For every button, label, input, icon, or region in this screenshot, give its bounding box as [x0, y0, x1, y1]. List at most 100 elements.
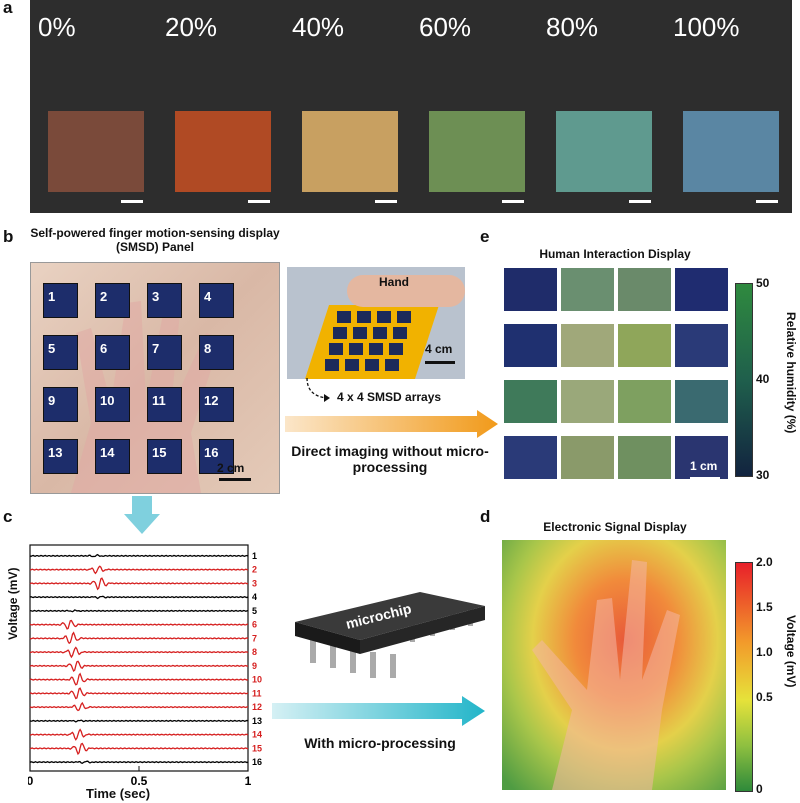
humidity-tile	[618, 436, 671, 479]
series-label-6: 6	[252, 620, 257, 630]
cell-number: 9	[48, 393, 56, 408]
humidity-tile	[561, 268, 614, 311]
series-label-16: 16	[252, 757, 262, 767]
smsd-cell: 4	[199, 283, 234, 318]
x-tick-label: 0	[28, 774, 34, 788]
sample-film	[428, 110, 526, 192]
series-line-7	[29, 631, 249, 645]
smsd-cell: 15	[147, 439, 182, 474]
hand-shape	[347, 275, 465, 307]
series-label-12: 12	[252, 702, 262, 712]
series-label-5: 5	[252, 606, 257, 616]
humidity-scale-bar	[690, 477, 720, 480]
voltage-colorbar-label: Voltage (mV)	[784, 615, 798, 688]
smsd-cell: 9	[43, 387, 78, 422]
microchip-illustration	[295, 592, 485, 678]
inset-array-cell	[325, 359, 339, 371]
series-line-12	[29, 701, 249, 712]
humidity-tick-30: 30	[756, 468, 770, 482]
smsd-cell: 5	[43, 335, 78, 370]
sample-film	[47, 110, 145, 192]
humidity-display-title: Human Interaction Display	[539, 247, 691, 261]
humidity-tile	[618, 268, 671, 311]
hand-inset-photo: Hand 4 cm	[287, 267, 465, 379]
humidity-tile	[675, 436, 728, 479]
strain-image-4: 80%	[538, 0, 665, 213]
series-line-1	[29, 553, 249, 558]
series-label-10: 10	[252, 675, 262, 685]
cell-number: 3	[152, 289, 160, 304]
strain-label: 100%	[673, 12, 740, 42]
strain-image-5: 100%	[665, 0, 792, 213]
humidity-tile	[504, 268, 557, 311]
voltage-tick-2: 2.0	[756, 555, 773, 569]
cell-number: 11	[152, 393, 166, 408]
scale-bar	[219, 478, 251, 481]
inset-array-cell	[373, 327, 387, 339]
sample-film	[301, 110, 399, 192]
scale-bar	[756, 200, 778, 203]
humidity-colorbar	[735, 283, 753, 477]
humidity-display-image: 1 cm	[504, 268, 730, 490]
signal-display-title: Electronic Signal Display	[543, 520, 687, 534]
smsd-cell: 16	[199, 439, 234, 474]
scale-bar	[502, 200, 524, 203]
scale-bar	[248, 200, 270, 203]
voltage-tick-1-5: 1.5	[756, 600, 773, 614]
panel-label-d: d	[480, 507, 491, 526]
smsd-cell: 14	[95, 439, 130, 474]
smsd-cell: 12	[199, 387, 234, 422]
cell-number: 7	[152, 341, 160, 356]
humidity-tile	[504, 436, 557, 479]
inset-array-cell	[365, 359, 379, 371]
voltage-tick-0-5: 0.5	[756, 690, 773, 704]
strain-label: 80%	[546, 12, 599, 42]
smsd-cell: 1	[43, 283, 78, 318]
humidity-tick-40: 40	[756, 372, 770, 386]
panel-label-e: e	[480, 227, 490, 246]
series-label-14: 14	[252, 730, 262, 740]
series-label-1: 1	[252, 551, 257, 561]
series-label-9: 9	[252, 661, 257, 671]
chart-ylabel: Voltage (mV)	[6, 567, 20, 640]
orange-arrow	[285, 410, 498, 438]
hand-label: Hand	[379, 275, 409, 289]
micro-processing-text: With micro-processing	[304, 735, 456, 751]
series-label-15: 15	[252, 743, 262, 753]
series-line-4	[29, 595, 249, 600]
inset-array-cell	[377, 311, 391, 323]
humidity-tile	[618, 324, 671, 367]
smsd-cell: 13	[43, 439, 78, 474]
smsd-cell: 3	[147, 283, 182, 318]
humidity-scale-label: 1 cm	[690, 459, 718, 473]
voltage-tick-0: 0	[756, 782, 763, 796]
humidity-tile	[675, 380, 728, 423]
inset-array-label: 4 x 4 SMSD arrays	[337, 390, 442, 404]
cell-number: 16	[204, 445, 219, 460]
strain-image-3: 60%	[411, 0, 538, 213]
inset-array-cell	[357, 311, 371, 323]
humidity-tile	[504, 324, 557, 367]
inset-array-cell	[333, 327, 347, 339]
cell-number: 1	[48, 289, 56, 304]
series-label-3: 3	[252, 578, 257, 588]
series-label-13: 13	[252, 716, 262, 726]
smsd-cell: 6	[95, 335, 130, 370]
smsd-cell: 8	[199, 335, 234, 370]
inset-array-cell	[393, 327, 407, 339]
cell-number: 15	[152, 445, 167, 460]
strain-image-strip: 0% 20% 40% 60% 80% 100%	[30, 0, 793, 213]
inset-scale-bar	[425, 361, 455, 364]
inset-array-cell	[389, 343, 403, 355]
strain-image-1: 20%	[157, 0, 284, 213]
strain-image-2: 40%	[284, 0, 411, 213]
chart-frame	[29, 544, 249, 772]
teal-arrow	[272, 696, 485, 726]
x-tick-label: 1	[245, 774, 252, 788]
sample-film	[174, 110, 272, 192]
smsd-cell: 2	[95, 283, 130, 318]
cell-number: 10	[100, 393, 115, 408]
series-line-9	[29, 660, 248, 673]
smsd-cell: 7	[147, 335, 182, 370]
strain-image-0: 0%	[30, 0, 157, 213]
